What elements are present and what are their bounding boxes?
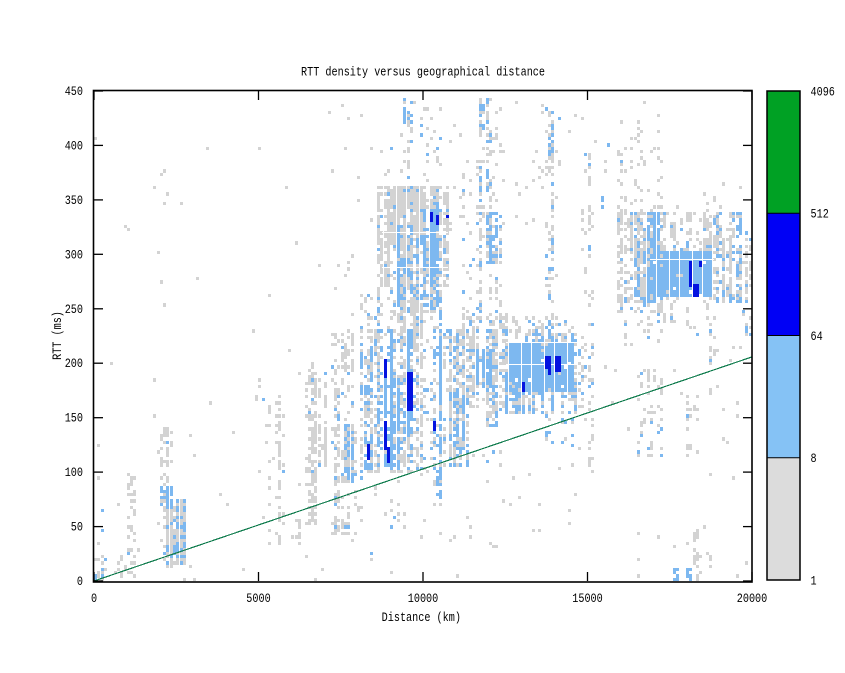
svg-text:150: 150 xyxy=(65,411,83,426)
svg-text:5000: 5000 xyxy=(246,591,270,606)
svg-text:RTT (ms): RTT (ms) xyxy=(50,311,65,360)
svg-text:15000: 15000 xyxy=(572,591,603,606)
svg-text:20000: 20000 xyxy=(737,591,768,606)
svg-text:10000: 10000 xyxy=(408,591,439,606)
svg-text:0: 0 xyxy=(77,574,83,589)
svg-text:300: 300 xyxy=(65,247,83,262)
svg-text:512: 512 xyxy=(811,207,829,222)
svg-text:50: 50 xyxy=(71,520,83,535)
svg-text:4096: 4096 xyxy=(811,84,835,99)
svg-text:64: 64 xyxy=(811,329,823,344)
svg-text:200: 200 xyxy=(65,356,83,371)
svg-text:450: 450 xyxy=(65,84,83,99)
svg-text:1: 1 xyxy=(811,573,817,588)
svg-text:0: 0 xyxy=(91,591,97,606)
svg-text:8: 8 xyxy=(811,451,817,466)
svg-text:350: 350 xyxy=(65,193,83,208)
svg-text:RTT density versus geographica: RTT density versus geographical distance xyxy=(301,65,545,80)
svg-text:250: 250 xyxy=(65,302,83,317)
svg-text:Distance (km): Distance (km) xyxy=(382,610,461,625)
svg-text:400: 400 xyxy=(65,138,83,153)
svg-text:100: 100 xyxy=(65,465,83,480)
